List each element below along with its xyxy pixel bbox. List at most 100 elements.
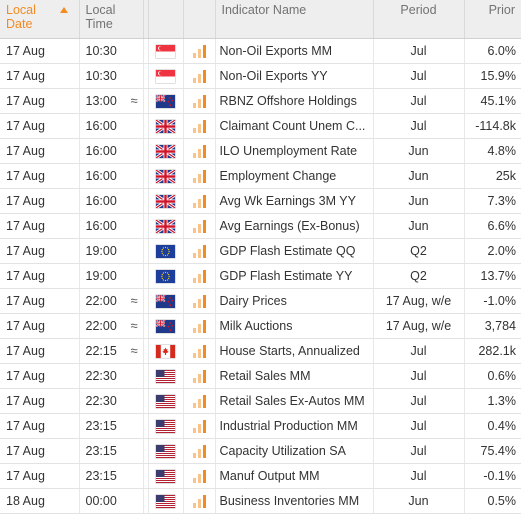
row-period: Jun <box>373 488 465 514</box>
indicator-name[interactable]: ILO Unemployment Rate <box>215 138 374 164</box>
row-prior: 6.6% <box>464 213 521 239</box>
row-period: Q2 <box>373 238 465 264</box>
row-period: Q2 <box>373 263 465 289</box>
column-header-local-date[interactable]: Local Date <box>0 0 80 39</box>
table-row[interactable]: 17 Aug 16:00 ILO Unemployment Rate Jun 4.8% <box>0 138 521 164</box>
column-header-indicator-name[interactable]: Indicator Name <box>215 0 374 39</box>
column-header-local-time[interactable]: Local Time <box>79 0 144 39</box>
importance-bars-icon <box>192 269 206 283</box>
row-time: 22:30 <box>79 363 144 389</box>
importance-cell <box>183 113 216 139</box>
importance-bars-icon <box>192 144 206 158</box>
indicator-name[interactable]: GDP Flash Estimate QQ <box>215 238 374 264</box>
indicator-name[interactable]: Retail Sales MM <box>215 363 374 389</box>
column-header-country[interactable] <box>148 0 184 39</box>
importance-cell <box>183 338 216 364</box>
table-row[interactable]: 17 Aug 22:15 ≈ House Starts, Annualized Jul 2… <box>0 338 521 364</box>
indicator-name[interactable]: Retail Sales Ex-Autos MM <box>215 388 374 414</box>
country-flag-cell <box>148 163 184 189</box>
table-row[interactable]: 17 Aug 19:00 GDP Flash Estimate YY Q2 13.7% <box>0 263 521 289</box>
uk-flag-icon <box>156 219 175 233</box>
column-header-prior[interactable]: Prior <box>464 0 521 39</box>
approx-time-icon: ≈ <box>131 88 149 114</box>
table-row[interactable]: 17 Aug 10:30 Non-Oil Exports YY Jul 15.9% <box>0 63 521 89</box>
table-row[interactable]: 17 Aug 16:00 Claimant Count Unem C... Jul -1… <box>0 113 521 139</box>
indicator-name[interactable]: Dairy Prices <box>215 288 374 314</box>
table-row[interactable]: 17 Aug 16:00 Avg Earnings (Ex-Bonus) Jun 6.6… <box>0 213 521 239</box>
country-flag-cell <box>148 213 184 239</box>
table-row[interactable]: 17 Aug 23:15 Manuf Output MM Jul -0.1% <box>0 463 521 489</box>
row-date: 17 Aug <box>0 88 80 114</box>
importance-cell <box>183 438 216 464</box>
approx-time-icon <box>143 413 149 439</box>
row-period: Jun <box>373 213 465 239</box>
row-period: Jul <box>373 463 465 489</box>
table-row[interactable]: 17 Aug 16:00 Avg Wk Earnings 3M YY Jun 7.3% <box>0 188 521 214</box>
row-period: Jul <box>373 363 465 389</box>
country-flag-cell <box>148 263 184 289</box>
uk-flag-icon <box>156 144 175 158</box>
approx-time-icon <box>143 213 149 239</box>
table-row[interactable]: 17 Aug 10:30 Non-Oil Exports MM Jul 6.0% <box>0 38 521 64</box>
indicator-name[interactable]: RBNZ Offshore Holdings <box>215 88 374 114</box>
table-row[interactable]: 17 Aug 13:00 ≈ RBNZ Offshore Holdings Jul 45.… <box>0 88 521 114</box>
indicator-name[interactable]: Claimant Count Unem C... <box>215 113 374 139</box>
table-row[interactable]: 17 Aug 23:15 Capacity Utilization SA Jul 75.… <box>0 438 521 464</box>
column-header-period[interactable]: Period <box>373 0 465 39</box>
country-flag-cell <box>148 188 184 214</box>
row-prior: 7.3% <box>464 188 521 214</box>
approx-time-icon <box>143 38 149 64</box>
canada-flag-icon <box>156 344 175 358</box>
indicator-name[interactable]: Business Inventories MM <box>215 488 374 514</box>
indicator-name[interactable]: Employment Change <box>215 163 374 189</box>
indicator-name[interactable]: GDP Flash Estimate YY <box>215 263 374 289</box>
importance-cell <box>183 488 216 514</box>
importance-bars-icon <box>192 169 206 183</box>
indicator-name[interactable]: Non-Oil Exports MM <box>215 38 374 64</box>
row-period: 17 Aug, w/e <box>373 288 465 314</box>
importance-cell <box>183 463 216 489</box>
indicator-name[interactable]: Avg Wk Earnings 3M YY <box>215 188 374 214</box>
country-flag-cell <box>148 313 184 339</box>
country-flag-cell <box>148 413 184 439</box>
table-row[interactable]: 17 Aug 22:00 ≈ Milk Auctions 17 Aug, w/e 3,78… <box>0 313 521 339</box>
row-date: 17 Aug <box>0 288 80 314</box>
row-time: 23:15 <box>79 463 144 489</box>
table-row[interactable]: 17 Aug 23:15 Industrial Production MM Jul 0.… <box>0 413 521 439</box>
approx-time-icon: ≈ <box>131 313 149 339</box>
importance-bars-icon <box>192 319 206 333</box>
importance-cell <box>183 213 216 239</box>
table-row[interactable]: 17 Aug 22:00 ≈ Dairy Prices 17 Aug, w/e -1.0% <box>0 288 521 314</box>
row-time: 10:30 <box>79 63 144 89</box>
indicator-name[interactable]: Industrial Production MM <box>215 413 374 439</box>
table-row[interactable]: 17 Aug 19:00 GDP Flash Estimate QQ Q2 2.0% <box>0 238 521 264</box>
indicator-name[interactable]: Avg Earnings (Ex-Bonus) <box>215 213 374 239</box>
importance-cell <box>183 363 216 389</box>
column-header-importance[interactable] <box>183 0 216 39</box>
indicator-name[interactable]: Milk Auctions <box>215 313 374 339</box>
indicator-name[interactable]: Non-Oil Exports YY <box>215 63 374 89</box>
indicator-name[interactable]: Manuf Output MM <box>215 463 374 489</box>
indicator-name[interactable]: Capacity Utilization SA <box>215 438 374 464</box>
singapore-flag-icon <box>156 69 175 83</box>
row-period: 17 Aug, w/e <box>373 313 465 339</box>
row-time: 19:00 <box>79 263 144 289</box>
indicator-name[interactable]: House Starts, Annualized <box>215 338 374 364</box>
row-prior: 15.9% <box>464 63 521 89</box>
table-row[interactable]: 17 Aug 16:00 Employment Change Jun 25k <box>0 163 521 189</box>
table-row[interactable]: 17 Aug 22:30 Retail Sales Ex-Autos MM Jul 1.… <box>0 388 521 414</box>
importance-bars-icon <box>192 494 206 508</box>
row-time: 22:00 <box>79 313 144 339</box>
country-flag-cell <box>148 38 184 64</box>
row-time: 23:15 <box>79 438 144 464</box>
country-flag-cell <box>148 138 184 164</box>
importance-bars-icon <box>192 119 206 133</box>
table-row[interactable]: 17 Aug 22:30 Retail Sales MM Jul 0.6% <box>0 363 521 389</box>
row-prior: 0.6% <box>464 363 521 389</box>
row-date: 17 Aug <box>0 113 80 139</box>
row-time: 00:00 <box>79 488 144 514</box>
row-prior: -1.0% <box>464 288 521 314</box>
row-date: 17 Aug <box>0 363 80 389</box>
table-row[interactable]: 18 Aug 00:00 Business Inventories MM Jun 0.5… <box>0 488 521 514</box>
row-prior: -114.8k <box>464 113 521 139</box>
